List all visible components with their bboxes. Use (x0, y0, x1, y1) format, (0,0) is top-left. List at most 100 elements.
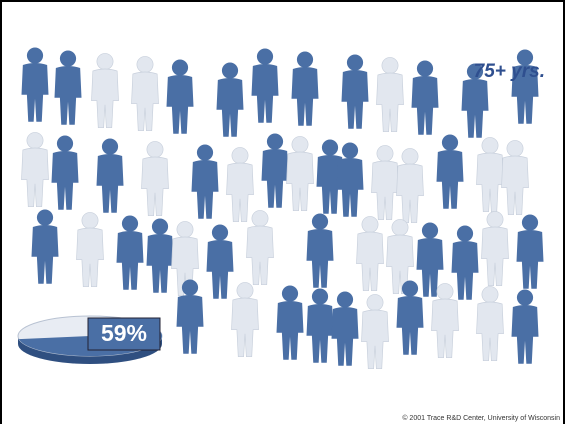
person-head (266, 133, 284, 150)
person-body (361, 309, 389, 370)
person-head (291, 136, 309, 153)
person-body (206, 239, 234, 299)
person (261, 133, 289, 208)
person-body (371, 160, 399, 221)
person (291, 51, 319, 126)
person (461, 63, 489, 138)
person-body (251, 63, 279, 123)
person-body (476, 152, 504, 213)
person-body (396, 295, 424, 355)
person (216, 62, 244, 137)
person-body (501, 155, 529, 216)
person-body (216, 77, 244, 137)
person (476, 286, 504, 362)
person-head (56, 135, 74, 152)
person-head (421, 222, 439, 239)
person (416, 222, 444, 297)
person (516, 214, 544, 289)
person (356, 216, 384, 292)
person-body (76, 227, 104, 288)
person-head (176, 221, 194, 238)
person-body (331, 306, 359, 366)
person (54, 50, 82, 125)
person-head (336, 291, 354, 308)
person (116, 215, 144, 290)
person-head (391, 219, 409, 236)
person-body (511, 304, 539, 364)
person-head (36, 209, 54, 226)
person-head (481, 137, 499, 154)
person (386, 219, 414, 295)
person (246, 210, 274, 286)
person (316, 139, 344, 214)
person-head (361, 216, 379, 233)
person (51, 135, 79, 210)
person-head (441, 134, 459, 151)
copyright: © 2001 Trace R&D Center, University of W… (402, 414, 560, 422)
person-head (26, 132, 44, 149)
person (476, 137, 504, 213)
person-head (321, 139, 339, 156)
person-head (196, 144, 214, 161)
person-body (306, 303, 334, 363)
person-head (401, 148, 419, 165)
person (226, 147, 254, 223)
person (501, 140, 529, 216)
person-head (221, 62, 239, 79)
person-body (431, 298, 459, 359)
person (436, 134, 464, 209)
person-head (171, 59, 189, 76)
person (251, 48, 279, 123)
person-body (276, 300, 304, 360)
person-head (481, 286, 499, 303)
person-body (481, 226, 509, 287)
person-head (96, 53, 114, 70)
person-body (96, 153, 124, 213)
person-head (401, 280, 419, 297)
person-head (121, 215, 139, 232)
person (76, 212, 104, 288)
person-body (91, 68, 119, 129)
person-head (486, 211, 504, 228)
pie-label-box (87, 317, 161, 351)
person-body (411, 75, 439, 135)
person-body (261, 148, 289, 208)
person-head (136, 56, 154, 73)
person (91, 53, 119, 129)
person-body (356, 231, 384, 292)
person-body (246, 225, 274, 286)
person (336, 142, 364, 217)
person (276, 285, 304, 360)
person (371, 145, 399, 221)
person-body (336, 157, 364, 217)
person-head (311, 288, 329, 305)
person-body (341, 69, 369, 129)
person-head (256, 48, 274, 65)
person-body (191, 159, 219, 219)
person-head (521, 214, 539, 231)
person (166, 59, 194, 134)
person (31, 209, 59, 284)
person-head (101, 138, 119, 155)
person-head (381, 57, 399, 74)
person (431, 283, 459, 359)
person (396, 280, 424, 355)
person-body (306, 228, 334, 288)
person (21, 132, 49, 208)
person (481, 211, 509, 287)
person-head (151, 218, 169, 235)
person-body (146, 233, 174, 293)
person-body (166, 74, 194, 134)
person-head (341, 142, 359, 159)
person-head (59, 50, 77, 67)
person (331, 291, 359, 366)
person-body (141, 156, 169, 217)
person-head (416, 60, 434, 77)
person-head (211, 224, 229, 241)
person-body (461, 78, 489, 138)
person (306, 288, 334, 363)
person (146, 218, 174, 293)
pie-label: 59% (101, 320, 147, 346)
person-head (311, 213, 329, 230)
